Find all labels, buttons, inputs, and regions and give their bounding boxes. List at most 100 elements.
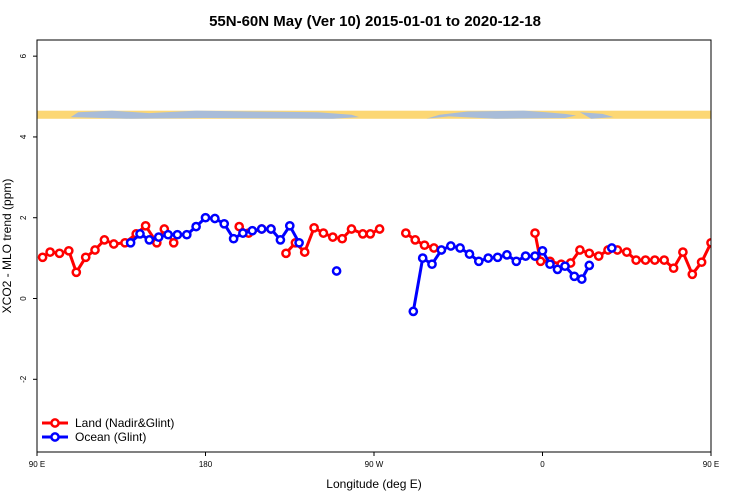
data-point <box>427 259 437 270</box>
legend-label: Ocean (Glint) <box>75 430 146 444</box>
map-strip-land <box>37 110 711 119</box>
data-point <box>640 255 651 265</box>
y-tick-label: 2 <box>19 215 28 220</box>
data-point <box>584 248 595 259</box>
data-point <box>80 252 91 263</box>
axes: 90 E 180 90 W 0 90 E -2 0 2 4 6 <box>19 53 719 469</box>
y-tick-label: -2 <box>19 375 28 383</box>
x-axis-label: Longitude (deg E) <box>326 477 421 491</box>
data-point <box>436 245 447 255</box>
data-point <box>172 229 183 240</box>
y-axis-label: XCO2 - MLO trend (ppm) <box>0 179 14 314</box>
x-tick-label: 90 W <box>365 460 384 469</box>
data-point <box>545 259 555 270</box>
y-tick-label: 0 <box>19 296 28 301</box>
data-point <box>537 245 548 256</box>
data-point <box>706 237 711 248</box>
data-point <box>346 224 357 234</box>
data-point <box>530 251 540 261</box>
data-point <box>408 306 419 317</box>
data-point <box>473 256 484 267</box>
data-point <box>238 228 248 238</box>
data-point <box>318 228 329 238</box>
x-tick-label: 180 <box>199 460 213 469</box>
data-point <box>400 228 411 238</box>
series-line <box>404 231 435 250</box>
data-point <box>445 241 456 251</box>
data-point <box>140 220 151 231</box>
map-strip <box>37 110 711 119</box>
plot-frame <box>36 39 712 453</box>
data-point <box>726 249 733 256</box>
data-point <box>649 255 660 265</box>
data-point <box>535 256 546 267</box>
data-point <box>90 245 100 255</box>
data-point <box>45 247 55 257</box>
data-point <box>337 233 348 244</box>
data-point <box>584 260 595 271</box>
y-tick-label: 6 <box>19 53 28 58</box>
data-point <box>429 243 439 253</box>
data-point <box>200 212 211 223</box>
data-point <box>736 250 743 257</box>
data-point <box>552 264 563 275</box>
data-point <box>659 255 670 265</box>
data-point <box>502 250 512 260</box>
data-point <box>327 232 338 242</box>
data-point <box>191 221 201 232</box>
x-tick-label: 90 E <box>703 460 719 469</box>
legend-marker <box>50 418 60 428</box>
map-strip-ocean <box>426 110 577 119</box>
data-point <box>678 247 688 257</box>
data-point <box>464 249 475 259</box>
data-point <box>576 274 587 284</box>
data-point <box>266 224 276 234</box>
data-point <box>256 224 267 234</box>
series-ocean <box>125 212 617 317</box>
data-point <box>210 213 220 224</box>
data-point <box>247 225 258 236</box>
data-point <box>37 252 48 263</box>
data-point <box>687 269 698 280</box>
data-point <box>621 247 632 257</box>
data-point <box>575 245 585 255</box>
data-point <box>71 267 82 278</box>
data-point <box>365 229 376 239</box>
data-point <box>606 243 617 253</box>
data-point <box>309 222 319 233</box>
data-point <box>569 271 580 282</box>
legend: Land (Nadir&Glint)Ocean (Glint) <box>42 416 174 444</box>
data-point <box>54 248 65 259</box>
data-point <box>153 232 164 242</box>
data-point <box>668 263 679 274</box>
data-point <box>135 229 145 239</box>
data-point <box>163 229 173 240</box>
data-point <box>63 245 74 256</box>
data-point <box>281 248 291 259</box>
data-point <box>374 224 385 234</box>
data-point <box>357 229 368 239</box>
x-tick-label: 0 <box>540 460 545 469</box>
data-point <box>108 239 119 249</box>
data-point <box>455 243 465 253</box>
data-point <box>168 237 179 248</box>
data-point <box>717 253 724 260</box>
data-point <box>219 218 230 229</box>
legend-label: Land (Nadir&Glint) <box>75 416 174 430</box>
data-point <box>275 235 286 245</box>
series-layer <box>37 212 750 317</box>
data-point <box>631 255 641 265</box>
x-tick-label: 90 E <box>29 460 45 469</box>
legend-marker <box>50 432 60 442</box>
map-strip-ocean <box>579 112 614 119</box>
data-point <box>520 251 531 261</box>
data-point <box>419 240 430 251</box>
data-point <box>560 261 570 272</box>
series-land <box>37 220 750 280</box>
data-point <box>125 237 136 248</box>
data-point <box>745 247 750 254</box>
data-point <box>299 247 310 257</box>
y-tick-label: 4 <box>19 134 28 139</box>
chart-title: 55N-60N May (Ver 10) 2015-01-01 to 2020-… <box>209 13 541 30</box>
